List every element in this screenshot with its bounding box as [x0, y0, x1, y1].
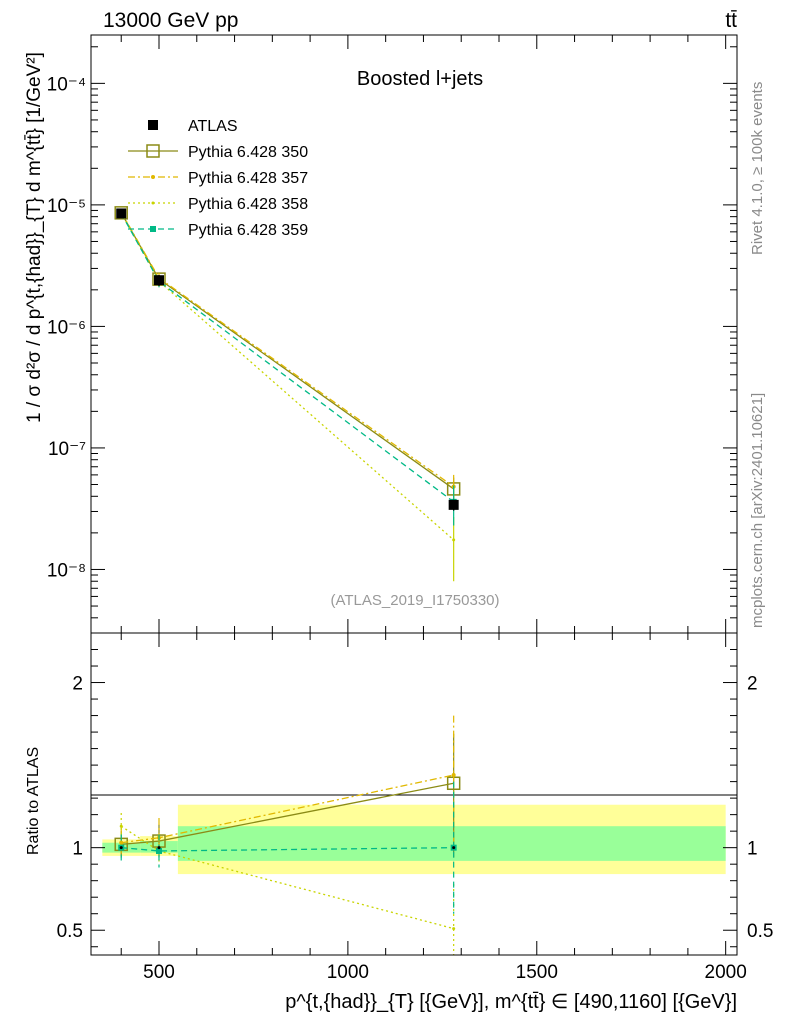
marker-filled-square	[156, 847, 162, 854]
marker-data-point	[154, 275, 164, 286]
marker-open-square	[114, 206, 128, 220]
x-tick-label: 2000	[705, 962, 747, 983]
marker-star	[119, 840, 124, 845]
marker-star	[451, 773, 456, 778]
upper-y-tick-label: 10⁻⁷	[48, 439, 86, 460]
upper-series-line	[120, 213, 455, 503]
x-tick-label: 500	[143, 962, 175, 983]
marker-dot	[452, 846, 456, 850]
x-axis-label: p^{t,{had}}_{T} [{GeV}], m^{tt̄} ∈ [490,…	[285, 991, 737, 1013]
lower-y-tick-label: 2	[72, 674, 83, 695]
legend: ATLAS Pythia 6.428 350 Pythia 6.428 357 Pyt…	[128, 118, 308, 239]
energy-label: 13000 GeV pp	[103, 9, 238, 32]
legend-label: Pythia 6.428 358	[188, 196, 308, 213]
upper-series-layer	[114, 206, 461, 582]
process-label: tt̄	[725, 9, 737, 32]
legend-label: Pythia 6.428 357	[188, 170, 308, 187]
upper-title: Boosted l+jets	[357, 68, 483, 90]
upper-y-tick-label: 10⁻⁸	[47, 560, 86, 581]
ratio-band-green	[177, 826, 726, 861]
mcplots-label: mcplots.cern.ch [arXiv:2401.10621]	[749, 393, 766, 628]
upper-ticks: 10⁻⁸ 10⁻⁷ 10⁻⁶ 10⁻⁵ 10⁻⁴	[47, 46, 737, 634]
x-tick-label: 1000	[327, 962, 369, 983]
marker-data-point	[448, 499, 459, 510]
marker-star	[151, 175, 155, 179]
lower-y-tick-label-right: 1	[747, 839, 758, 860]
lower-y-tick-label: 0.5	[57, 921, 83, 942]
marker-dot	[119, 846, 123, 850]
ratio-bands	[102, 804, 726, 875]
x-tick-label: 1500	[516, 962, 558, 983]
marker-data-point	[148, 120, 158, 130]
ratio-series-line	[121, 847, 454, 852]
marker-dot	[157, 846, 161, 850]
upper-y-tick-label: 10⁻⁴	[47, 74, 86, 95]
lower-y-tick-label-right: 2	[747, 674, 758, 695]
lower-series-layer	[114, 715, 461, 955]
marker-dot	[452, 927, 456, 931]
marker-filled-square	[150, 226, 156, 232]
marker-dot	[119, 824, 123, 828]
legend-label: Pythia 6.428 350	[188, 144, 308, 161]
analysis-label: (ATLAS_2019_I1750330)	[330, 592, 499, 609]
legend-label: ATLAS	[188, 118, 238, 135]
rivet-label: Rivet 4.1.0, ≥ 100k events	[749, 82, 766, 255]
upper-ylabel: 1 / σ d²σ / d p^{t,{had}}_{T} d m^{tt̄} …	[24, 52, 45, 423]
marker-data-point	[116, 208, 127, 219]
upper-y-tick-label: 10⁻⁵	[47, 196, 86, 217]
legend-label: Pythia 6.428 359	[188, 222, 308, 239]
lower-frame	[90, 632, 738, 956]
marker-dot	[452, 538, 456, 542]
lower-y-tick-label: 1	[72, 839, 83, 860]
upper-y-tick-label: 10⁻⁶	[47, 317, 86, 338]
marker-dot	[151, 201, 155, 205]
upper-panel: 10⁻⁸ 10⁻⁷ 10⁻⁶ 10⁻⁵ 10⁻⁴ Boosted l+jets (ATL…	[24, 34, 738, 634]
lower-ylabel: Ratio to ATLAS	[25, 747, 42, 855]
lower-y-tick-label-right: 0.5	[747, 921, 773, 942]
marker-open-square	[146, 144, 160, 158]
